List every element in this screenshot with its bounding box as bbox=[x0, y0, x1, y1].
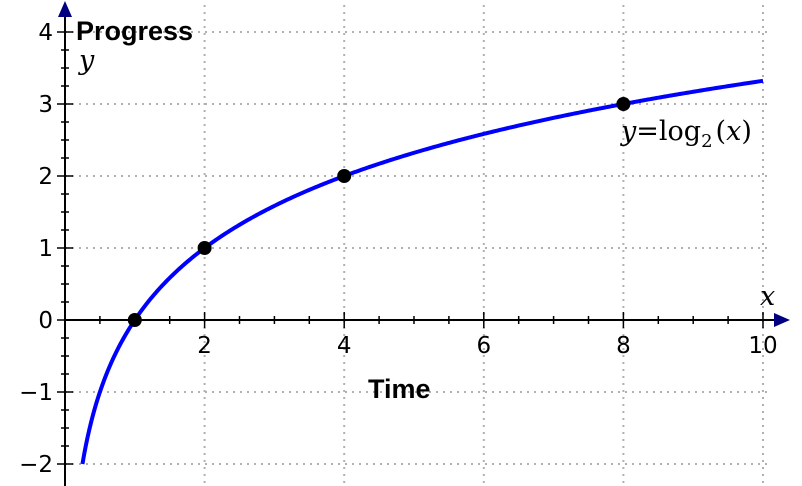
x-tick-label: 2 bbox=[197, 333, 212, 359]
annotation-open: ( bbox=[716, 116, 727, 147]
x-axis-symbol: x bbox=[760, 281, 775, 312]
ticks: 2 4 6 8 10 −2 −1 0 1 2 3 4 bbox=[19, 20, 778, 478]
y-tick-label: 3 bbox=[38, 92, 53, 118]
points bbox=[127, 97, 631, 327]
data-point bbox=[197, 241, 212, 255]
data-point bbox=[616, 97, 631, 111]
y-tick-label: −2 bbox=[19, 452, 53, 478]
axes bbox=[58, 1, 790, 486]
x-tick-label: 8 bbox=[616, 333, 631, 359]
y-tick-label: 1 bbox=[38, 236, 53, 262]
chart-title: Progress bbox=[76, 16, 193, 46]
y-axis-symbol: y bbox=[78, 45, 95, 76]
data-point bbox=[337, 169, 352, 183]
annotation-close: ) bbox=[741, 116, 752, 147]
annotation-y: y bbox=[620, 116, 637, 147]
x-axis-title: Time bbox=[368, 374, 431, 404]
y-tick-label: 4 bbox=[38, 20, 53, 46]
annotation-subscript: 2 bbox=[701, 131, 712, 152]
curve bbox=[80, 78, 764, 465]
x-axis-arrow bbox=[774, 313, 790, 327]
series-line bbox=[80, 78, 764, 465]
y-tick-label: 0 bbox=[38, 308, 53, 334]
x-tick-label: 10 bbox=[748, 333, 777, 359]
annotation-equals: = bbox=[636, 116, 659, 147]
y-tick-label: 2 bbox=[38, 164, 53, 190]
annotation-func: log bbox=[659, 116, 701, 147]
grid bbox=[65, 5, 770, 486]
annotation-arg: x bbox=[726, 116, 741, 147]
y-tick-label: −1 bbox=[19, 380, 53, 406]
data-point bbox=[127, 313, 142, 327]
x-tick-label: 4 bbox=[337, 333, 352, 359]
y-axis-arrow bbox=[58, 1, 72, 17]
x-tick-label: 6 bbox=[476, 333, 491, 359]
curve-annotation: y=log2 (x) bbox=[620, 116, 752, 152]
